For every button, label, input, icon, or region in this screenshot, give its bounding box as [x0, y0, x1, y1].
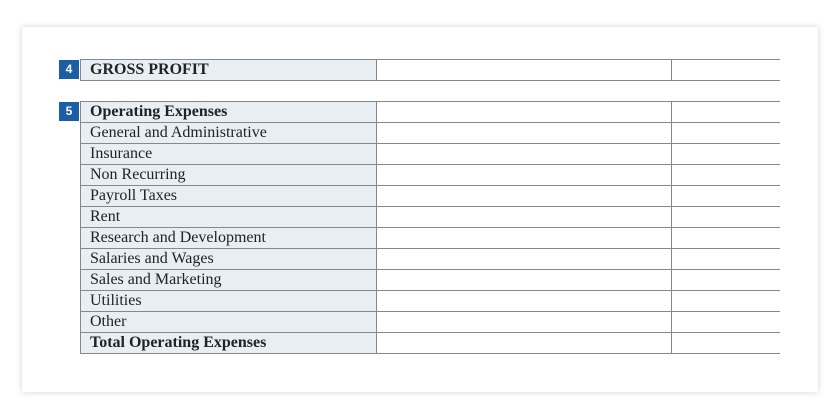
table-row: Insurance [80, 143, 780, 165]
amount-cell[interactable] [671, 143, 780, 165]
amount-cell[interactable] [671, 332, 780, 354]
amount-cell[interactable] [376, 122, 672, 144]
amount-cell[interactable] [376, 332, 672, 354]
amount-cell[interactable] [671, 248, 780, 270]
amount-cell[interactable] [671, 206, 780, 228]
table-row: Salaries and Wages [80, 248, 780, 270]
gross-profit-table: GROSS PROFIT [80, 59, 780, 81]
amount-cell[interactable] [376, 248, 672, 270]
row-label: Research and Development [80, 227, 377, 249]
amount-cell[interactable] [671, 101, 780, 123]
amount-cell[interactable] [376, 269, 672, 291]
row-label-gross-profit: GROSS PROFIT [80, 59, 377, 81]
row-label-operating-expenses: Operating Expenses [80, 101, 377, 123]
amount-cell[interactable] [376, 290, 672, 312]
table-row: Sales and Marketing [80, 269, 780, 291]
amount-cell[interactable] [376, 143, 672, 165]
operating-expenses-table: Operating Expenses General and Administr… [80, 101, 780, 354]
amount-cell[interactable] [376, 227, 672, 249]
amount-cell[interactable] [376, 185, 672, 207]
table-row: Rent [80, 206, 780, 228]
section-number-badge: 4 [59, 60, 79, 79]
row-label: Other [80, 311, 377, 333]
row-label: Insurance [80, 143, 377, 165]
table-row: Other [80, 311, 780, 333]
row-label: Utilities [80, 290, 377, 312]
amount-cell[interactable] [671, 311, 780, 333]
table-row: Utilities [80, 290, 780, 312]
table-row: Total Operating Expenses [80, 332, 780, 354]
row-label: General and Administrative [80, 122, 377, 144]
row-label: Sales and Marketing [80, 269, 377, 291]
amount-cell[interactable] [671, 122, 780, 144]
section-number-badge: 5 [59, 102, 79, 121]
table-row: General and Administrative [80, 122, 780, 144]
amount-cell[interactable] [671, 227, 780, 249]
amount-cell[interactable] [376, 164, 672, 186]
amount-cell[interactable] [671, 185, 780, 207]
row-label: Non Recurring [80, 164, 377, 186]
amount-cell[interactable] [376, 101, 672, 123]
row-label: Rent [80, 206, 377, 228]
table-row: Non Recurring [80, 164, 780, 186]
amount-cell[interactable] [671, 269, 780, 291]
amount-cell[interactable] [671, 59, 780, 81]
amount-cell[interactable] [376, 59, 672, 81]
table-row: GROSS PROFIT [80, 59, 780, 81]
row-label-total-operating-expenses: Total Operating Expenses [80, 332, 377, 354]
table-row: Payroll Taxes [80, 185, 780, 207]
amount-cell[interactable] [671, 164, 780, 186]
table-row: Research and Development [80, 227, 780, 249]
row-label: Salaries and Wages [80, 248, 377, 270]
table-row: Operating Expenses [80, 101, 780, 123]
row-label: Payroll Taxes [80, 185, 377, 207]
amount-cell[interactable] [376, 311, 672, 333]
amount-cell[interactable] [671, 290, 780, 312]
amount-cell[interactable] [376, 206, 672, 228]
